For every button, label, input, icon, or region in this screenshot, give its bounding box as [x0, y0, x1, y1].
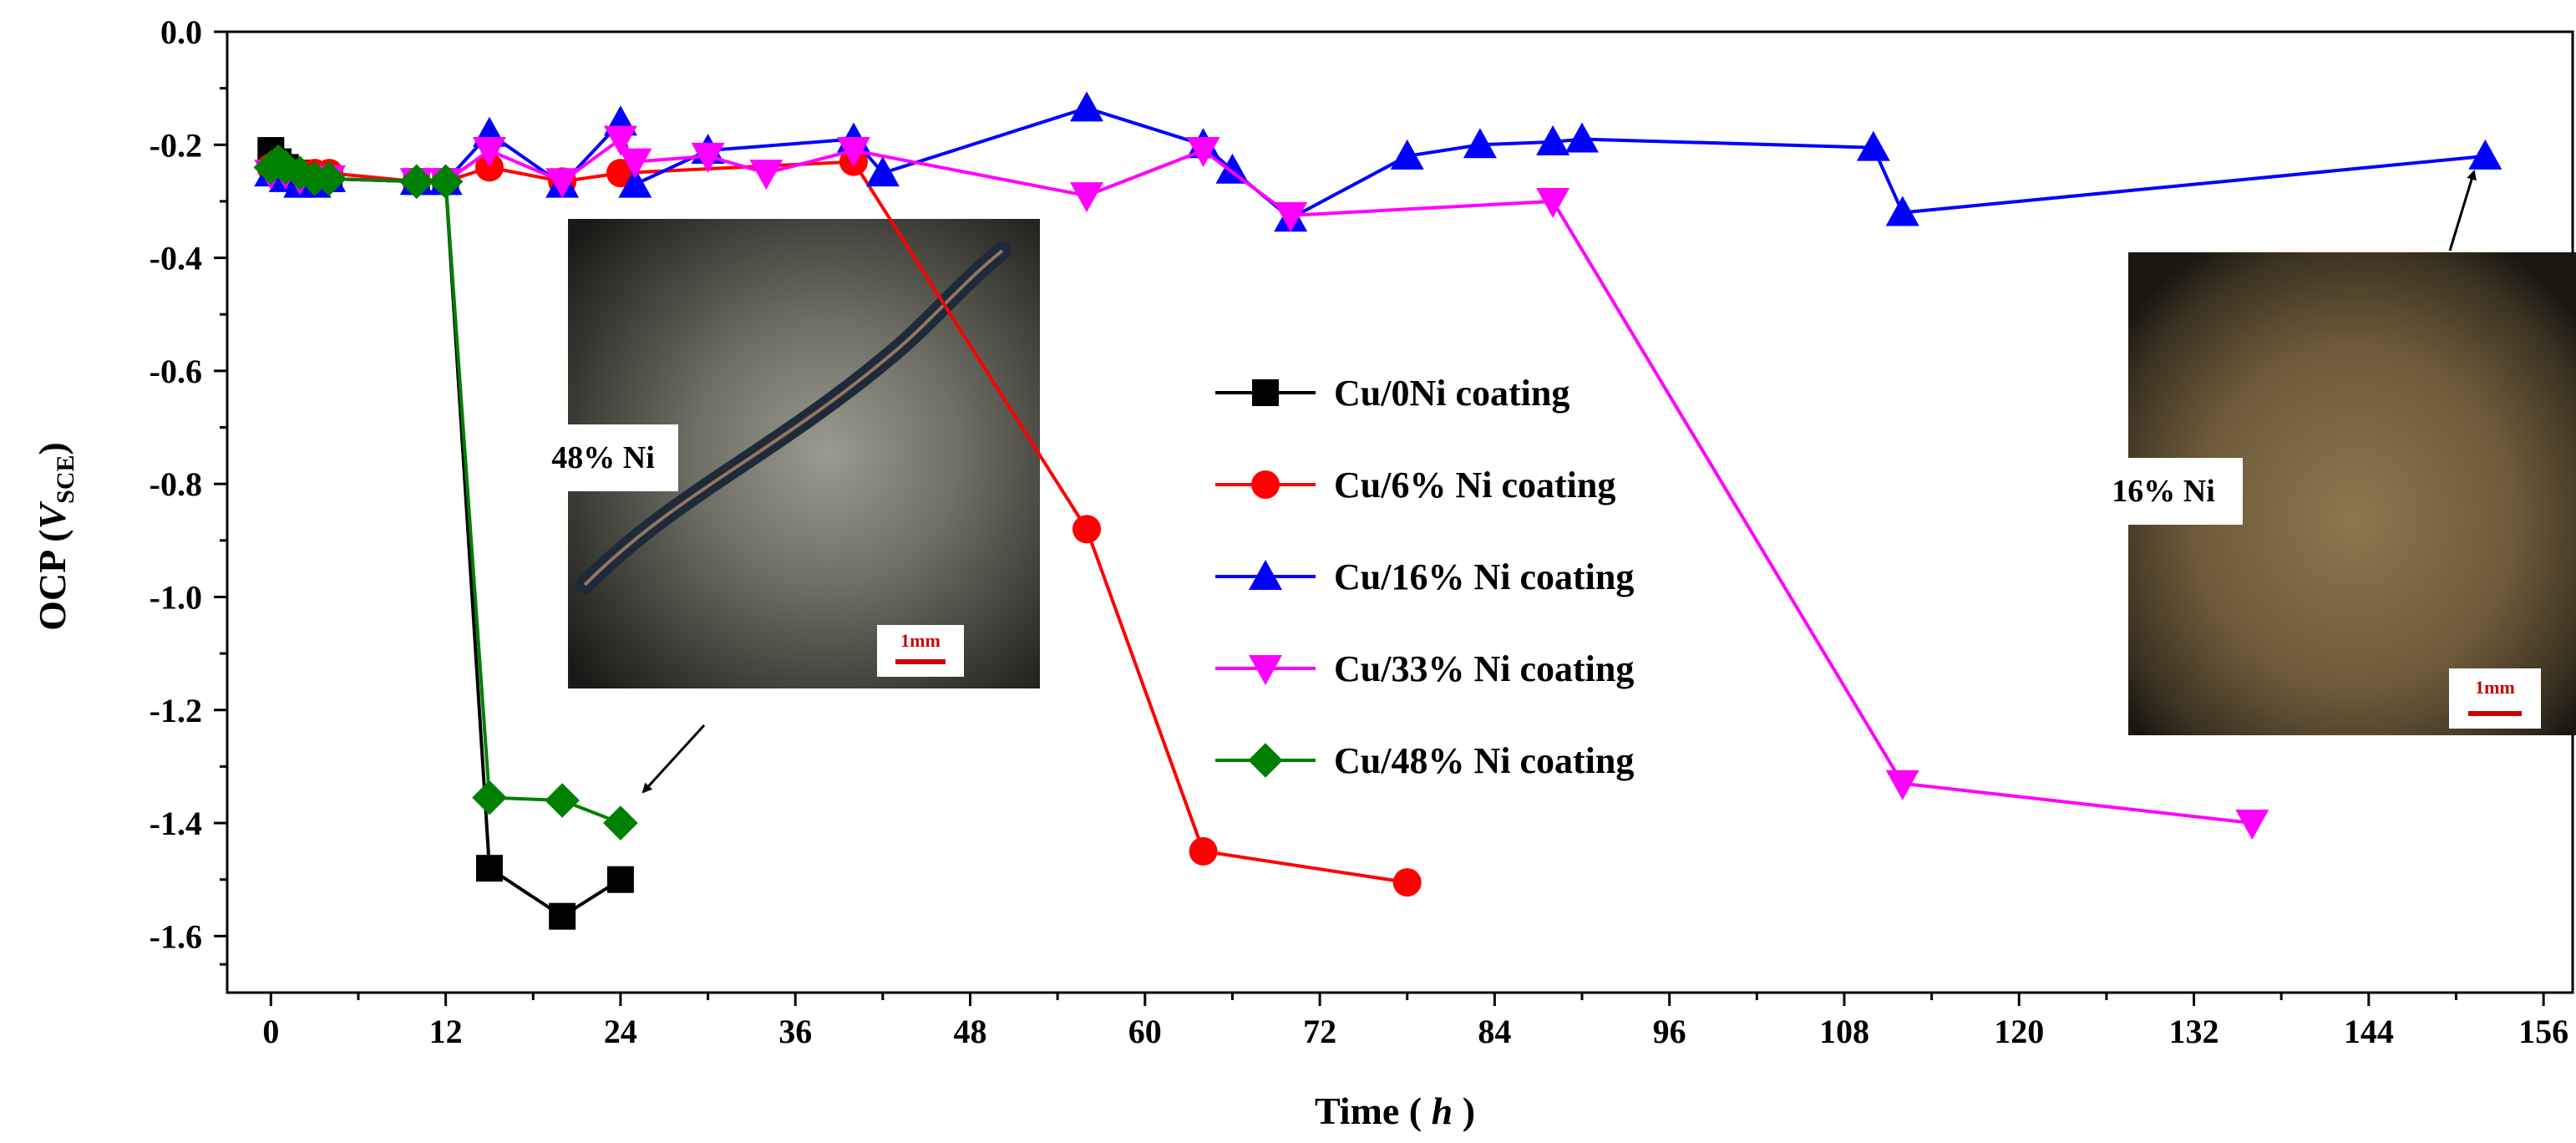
series-1-point	[1392, 868, 1422, 897]
series-3-point	[836, 137, 870, 168]
inset-16ni-label: 16% Ni	[2112, 474, 2215, 509]
series-3-point	[1186, 137, 1220, 168]
series-1-point	[1189, 836, 1218, 866]
x-tick-label-48: 48	[953, 1013, 986, 1050]
series	[253, 91, 2502, 930]
y-tick-label--0.8: -0.8	[150, 465, 202, 503]
x-tick-label-96: 96	[1653, 1013, 1686, 1050]
y-tick-label--1.2: -1.2	[150, 692, 202, 729]
x-tick-label-132: 132	[2169, 1013, 2219, 1050]
series-2-point	[2468, 139, 2502, 170]
series-2-point	[1856, 130, 1890, 161]
legend-marker-2	[1249, 560, 1282, 590]
legend-label-4: Cu/48% Ni coating	[1334, 740, 1634, 781]
series-0-point	[606, 866, 634, 893]
series-0-point	[549, 902, 576, 930]
y-tick-label--1.0: -1.0	[150, 578, 202, 616]
inset-48ni-scalebar-label: 1mm	[900, 630, 941, 651]
series-4-point	[312, 161, 347, 196]
legend-label-3: Cu/33% Ni coating	[1334, 648, 1634, 689]
series-4-point	[267, 150, 303, 185]
insets: 48% Ni 1mm 16% Ni 1mm	[528, 170, 2576, 794]
x-tick-label-0: 0	[262, 1013, 279, 1050]
legend-label-2: Cu/16% Ni coating	[1334, 556, 1634, 597]
series-1-point	[606, 159, 635, 188]
x-tick-label-36: 36	[778, 1013, 812, 1050]
legend-marker-3	[1249, 655, 1282, 685]
series-2-point	[1565, 122, 1600, 153]
legend-label-1: Cu/6% Ni coating	[1334, 465, 1615, 505]
inset-16ni-arrow	[2448, 170, 2477, 251]
x-tick-label-24: 24	[604, 1013, 637, 1050]
series-2-point	[1390, 139, 1424, 170]
x-tick-label-84: 84	[1478, 1013, 1511, 1050]
series-4-point	[472, 780, 507, 815]
x-tick-label-144: 144	[2344, 1013, 2394, 1050]
y-tick-label--1.4: -1.4	[150, 805, 202, 842]
y-tick-label--0.6: -0.6	[150, 353, 202, 390]
x-tick-label-120: 120	[1994, 1013, 2044, 1050]
series-2-point	[1885, 196, 1919, 226]
series-3-point	[1885, 770, 1919, 800]
x-tick-label-156: 156	[2518, 1013, 2568, 1050]
legend-item-3: Cu/33% Ni coating	[1215, 648, 1634, 689]
x-tick-label-12: 12	[429, 1013, 463, 1050]
series-3-point	[749, 160, 783, 190]
series-0-point	[475, 855, 503, 882]
series-3-point	[1274, 201, 1308, 232]
series-3-point	[618, 148, 652, 179]
legend-marker-4	[1248, 743, 1283, 778]
series-4-point	[282, 155, 318, 190]
inset-48ni-arrow	[641, 724, 706, 794]
series-4-point	[545, 783, 580, 818]
inset-48ni-photo: 48% Ni 1mm	[528, 219, 1040, 688]
axis-labels: Time ( h ) OCP (VSCE)	[31, 442, 1475, 1132]
legend-marker-1	[1251, 470, 1280, 499]
axes: 0 12 24 36 48 60 72 84 96 108 120 132 144 156 0.0 -0.2 -…	[150, 13, 2574, 1050]
x-tick-label-72: 72	[1303, 1013, 1336, 1050]
series-3-point	[472, 137, 506, 168]
series-2-point	[618, 167, 652, 198]
series-3-point	[1536, 187, 1570, 218]
series-3-point	[545, 168, 580, 199]
y-axis-label: OCP (VSCE)	[31, 442, 79, 631]
legend: Cu/0Ni coating Cu/6% Ni coating Cu/16% Ni …	[1215, 373, 1634, 781]
series-2-point	[1215, 153, 1250, 184]
series-3-point	[2235, 810, 2269, 841]
series-1-point	[1072, 515, 1102, 544]
series-4-point	[603, 805, 638, 841]
series-4	[253, 144, 638, 841]
legend-marker-0	[1252, 379, 1279, 406]
x-tick-label-60: 60	[1128, 1013, 1162, 1050]
series-line-2	[270, 106, 2486, 221]
legend-item-2: Cu/16% Ni coating	[1215, 556, 1634, 597]
y-tick-label--1.6: -1.6	[150, 917, 202, 955]
series-2-point	[865, 156, 900, 187]
y-tick-label-0.0: 0.0	[160, 13, 202, 51]
y-tick-label--0.4: -0.4	[150, 240, 202, 277]
series-3-point	[691, 142, 725, 173]
series-4-point	[398, 164, 434, 200]
inset-16ni-scalebar-label: 1mm	[2475, 677, 2515, 698]
series-3-point	[1070, 182, 1104, 213]
legend-item-1: Cu/6% Ni coating	[1215, 465, 1615, 505]
legend-label-0: Cu/0Ni coating	[1334, 373, 1569, 414]
legend-item-0: Cu/0Ni coating	[1215, 373, 1569, 414]
y-tick-label--0.2: -0.2	[150, 126, 202, 164]
x-tick-label-108: 108	[1819, 1013, 1869, 1050]
inset-16ni-photo: 16% Ni 1mm	[2084, 252, 2576, 735]
series-3-point	[603, 125, 637, 156]
series-2-point	[1070, 91, 1104, 122]
series-2-point	[1463, 128, 1497, 159]
series-1-point	[474, 153, 504, 182]
series-2-point	[1536, 124, 1570, 155]
legend-item-4: Cu/48% Ni coating	[1215, 740, 1634, 781]
x-axis-label: Time ( h )	[1315, 1090, 1475, 1132]
series-4-point	[428, 164, 464, 200]
inset-48ni-label: 48% Ni	[551, 440, 655, 475]
